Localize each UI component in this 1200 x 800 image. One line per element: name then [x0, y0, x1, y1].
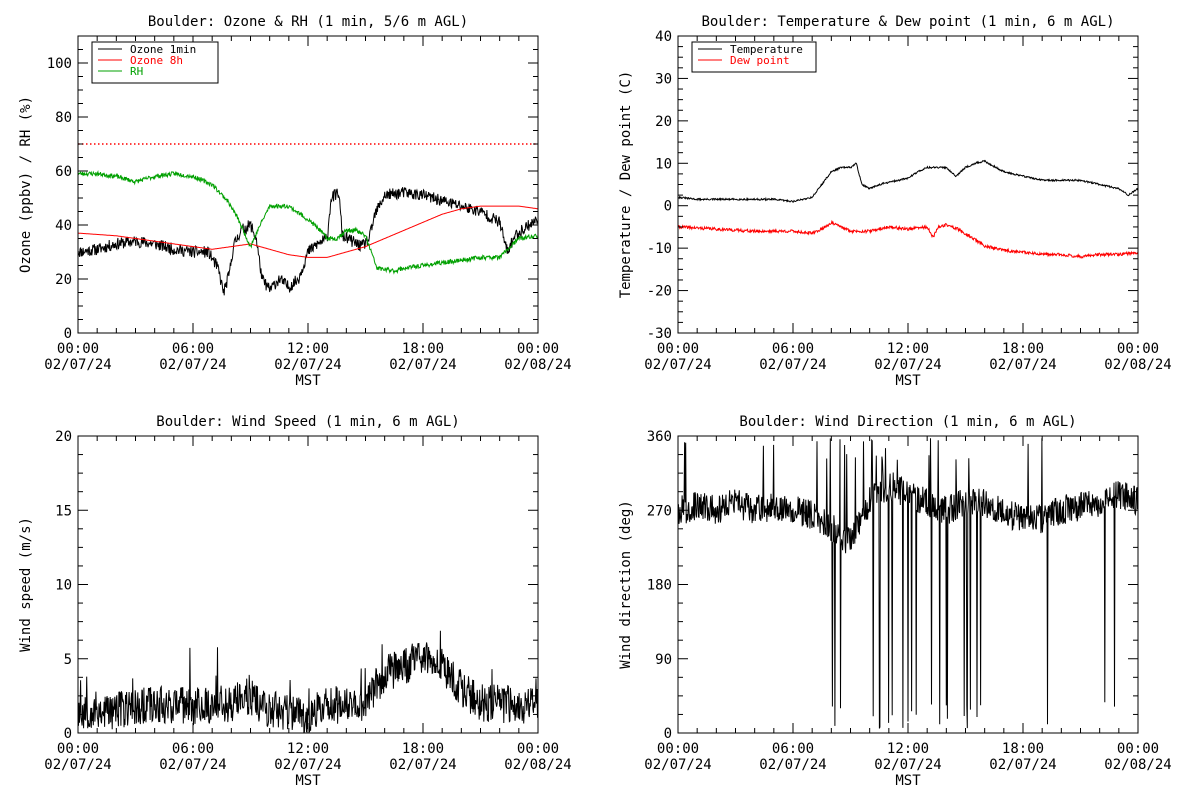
- ozone-series-1: [78, 205, 538, 258]
- ozone-ylabel: Ozone (ppbv) / RH (%): [18, 96, 34, 273]
- windspeed-xtick-time: 00:00: [517, 741, 559, 757]
- windspeed-xtick-time: 00:00: [57, 741, 99, 757]
- windspeed-xtick-date: 02/07/24: [159, 757, 226, 773]
- ozone-xtick-time: 18:00: [402, 341, 444, 357]
- ozone-xtick-date: 02/07/24: [159, 357, 226, 373]
- ozone-xtick-date: 02/08/24: [504, 357, 571, 373]
- windspeed-ytick-label: 5: [64, 652, 72, 668]
- temperature-xtick-time: 06:00: [772, 341, 814, 357]
- ozone-xtick-time: 12:00: [287, 341, 329, 357]
- windspeed-xtick-time: 12:00: [287, 741, 329, 757]
- ozone-ytick-label: 100: [47, 56, 72, 72]
- winddir-xtick-date: 02/07/24: [989, 757, 1056, 773]
- temperature-title: Boulder: Temperature & Dew point (1 min,…: [701, 14, 1114, 30]
- ozone-xtick-date: 02/07/24: [274, 357, 341, 373]
- ozone-legend-label: RH: [130, 65, 143, 78]
- windspeed-series-0: [78, 630, 538, 733]
- ozone-xtick-date: 02/07/24: [44, 357, 111, 373]
- windspeed-xtick-date: 02/08/24: [504, 757, 571, 773]
- winddir-ytick-label: 270: [647, 503, 672, 519]
- windspeed-xtick-time: 18:00: [402, 741, 444, 757]
- temperature-xlabel: MST: [895, 373, 921, 389]
- temperature-series-0: [678, 159, 1138, 203]
- ozone-ytick-label: 40: [55, 218, 72, 234]
- ozone-xtick-time: 06:00: [172, 341, 214, 357]
- ozone-ytick-label: 60: [55, 164, 72, 180]
- temperature-plot-frame: [677, 35, 1139, 334]
- temperature-xtick-time: 12:00: [887, 341, 929, 357]
- ozone-series-0: [78, 187, 538, 296]
- temperature-ytick-label: -20: [647, 284, 672, 300]
- ozone-ytick-label: 20: [55, 272, 72, 288]
- temperature-ytick-label: 0: [664, 199, 672, 215]
- ozone-legend-label: Ozone 8h: [130, 54, 183, 67]
- ozone-title: Boulder: Ozone & RH (1 min, 5/6 m AGL): [148, 14, 468, 30]
- ozone-series-2: [78, 169, 538, 275]
- winddir-xtick-time: 00:00: [657, 741, 699, 757]
- windspeed-title: Boulder: Wind Speed (1 min, 6 m AGL): [156, 414, 459, 430]
- winddir-series-0: [678, 438, 1138, 729]
- temperature-ytick-label: 10: [655, 156, 672, 172]
- temperature-xtick-date: 02/07/24: [644, 357, 711, 373]
- temperature-ylabel: Temperature / Dew point (C): [618, 71, 634, 299]
- windspeed-xtick-date: 02/07/24: [44, 757, 111, 773]
- temperature-ytick-label: 30: [655, 71, 672, 87]
- ozone-legend-box: [91, 41, 219, 84]
- winddir-xtick-date: 02/07/24: [874, 757, 941, 773]
- windspeed-ytick-label: 20: [55, 429, 72, 445]
- windspeed-ytick-label: 10: [55, 578, 72, 594]
- winddir-xtick-time: 18:00: [1002, 741, 1044, 757]
- winddir-xtick-time: 00:00: [1117, 741, 1159, 757]
- winddir-xtick-time: 06:00: [772, 741, 814, 757]
- winddir-ylabel: Wind direction (deg): [618, 500, 634, 669]
- temperature-ytick-label: 40: [655, 29, 672, 45]
- windspeed-ylabel: Wind speed (m/s): [18, 517, 34, 652]
- temperature-legend-label: Dew point: [730, 54, 790, 67]
- temperature-ytick-label: -10: [647, 241, 672, 257]
- temperature-xtick-date: 02/07/24: [989, 357, 1056, 373]
- ozone-legend-label: Ozone 1min: [130, 43, 196, 56]
- windspeed-xlabel: MST: [295, 773, 321, 789]
- windspeed-ytick-label: 15: [55, 503, 72, 519]
- temperature-xtick-date: 02/07/24: [759, 357, 826, 373]
- windspeed-xtick-time: 06:00: [172, 741, 214, 757]
- winddir-ytick-label: 90: [655, 652, 672, 668]
- winddir-xtick-time: 12:00: [887, 741, 929, 757]
- windspeed-ytick-label: 0: [64, 726, 72, 742]
- temperature-xtick-time: 00:00: [657, 341, 699, 357]
- winddir-title: Boulder: Wind Direction (1 min, 6 m AGL): [739, 414, 1076, 430]
- temperature-ytick-label: -30: [647, 326, 672, 342]
- winddir-xlabel: MST: [895, 773, 921, 789]
- winddir-xtick-date: 02/07/24: [644, 757, 711, 773]
- ozone-xlabel: MST: [295, 373, 321, 389]
- temperature-ytick-label: 20: [655, 114, 672, 130]
- windspeed-xtick-date: 02/07/24: [389, 757, 456, 773]
- winddir-xtick-date: 02/08/24: [1104, 757, 1171, 773]
- ozone-xtick-time: 00:00: [517, 341, 559, 357]
- temperature-legend-box: [691, 41, 817, 73]
- ozone-xtick-time: 00:00: [57, 341, 99, 357]
- temperature-xtick-date: 02/08/24: [1104, 357, 1171, 373]
- temperature-legend-label: Temperature: [730, 43, 803, 56]
- winddir-ytick-label: 0: [664, 726, 672, 742]
- windspeed-xtick-date: 02/07/24: [274, 757, 341, 773]
- ozone-ytick-label: 0: [64, 326, 72, 342]
- ozone-ytick-label: 80: [55, 110, 72, 126]
- temperature-xtick-date: 02/07/24: [874, 357, 941, 373]
- ozone-xtick-date: 02/07/24: [389, 357, 456, 373]
- temperature-series-1: [678, 219, 1138, 259]
- winddir-ytick-label: 180: [647, 578, 672, 594]
- temperature-xtick-time: 18:00: [1002, 341, 1044, 357]
- temperature-xtick-time: 00:00: [1117, 341, 1159, 357]
- winddir-ytick-label: 360: [647, 429, 672, 445]
- winddir-xtick-date: 02/07/24: [759, 757, 826, 773]
